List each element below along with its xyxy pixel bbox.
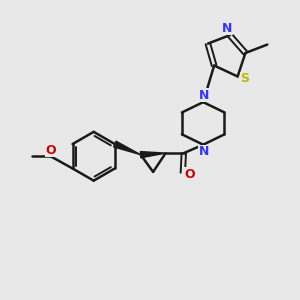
Text: S: S	[240, 73, 249, 85]
Text: N: N	[222, 22, 232, 35]
Text: O: O	[45, 144, 56, 157]
Polygon shape	[140, 152, 166, 158]
Text: N: N	[199, 145, 209, 158]
Text: N: N	[199, 89, 209, 102]
Polygon shape	[114, 141, 141, 155]
Text: O: O	[184, 168, 195, 181]
